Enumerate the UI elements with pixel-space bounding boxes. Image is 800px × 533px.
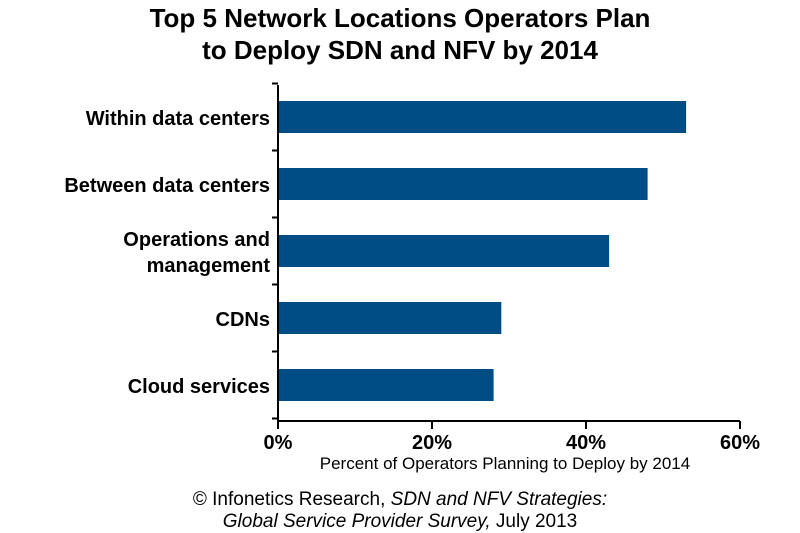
bar-1 bbox=[278, 101, 687, 133]
bar-2 bbox=[278, 168, 648, 200]
chart-title-line-2: to Deploy SDN and NFV by 2014 bbox=[202, 35, 598, 65]
source-title-part-2: Global Service Provider Survey, bbox=[222, 511, 491, 532]
category-label-2: Between data centers bbox=[64, 175, 270, 197]
x-tick-label-3: 40% bbox=[566, 432, 606, 454]
x-tick-label-2: 20% bbox=[412, 432, 452, 454]
category-label-3-line-1: Operations and bbox=[123, 229, 270, 251]
source-date: July 2013 bbox=[490, 511, 578, 532]
source-line-2: Global Service Provider Survey, July 201… bbox=[0, 511, 800, 533]
bar-4 bbox=[278, 302, 502, 334]
chart-title: Top 5 Network Locations Operators Plan t… bbox=[0, 2, 800, 66]
x-tick-label-4: 60% bbox=[720, 432, 760, 454]
x-tick-label-1: 0% bbox=[264, 432, 293, 454]
category-label-5: Cloud services bbox=[128, 376, 270, 398]
x-ticks: 0% 20% 40% 60% bbox=[264, 421, 760, 454]
bars-group bbox=[278, 101, 687, 401]
category-label-1: Within data centers bbox=[86, 108, 270, 130]
source-title-part-1: SDN and NFV Strategies: bbox=[390, 489, 608, 510]
source-line-1: © Infonetics Research, SDN and NFV Strat… bbox=[0, 489, 800, 511]
category-labels: Within data centers Between data centers O… bbox=[64, 108, 270, 398]
axes bbox=[272, 82, 740, 422]
bar-5 bbox=[278, 369, 494, 401]
category-label-3-line-2: management bbox=[147, 255, 271, 277]
x-axis-label: Percent of Operators Planning to Deploy … bbox=[320, 454, 690, 473]
source-prefix: © Infonetics Research, bbox=[192, 489, 391, 510]
bar-3 bbox=[278, 235, 610, 267]
chart-title-line-1: Top 5 Network Locations Operators Plan bbox=[149, 3, 651, 33]
category-label-4: CDNs bbox=[216, 309, 270, 331]
